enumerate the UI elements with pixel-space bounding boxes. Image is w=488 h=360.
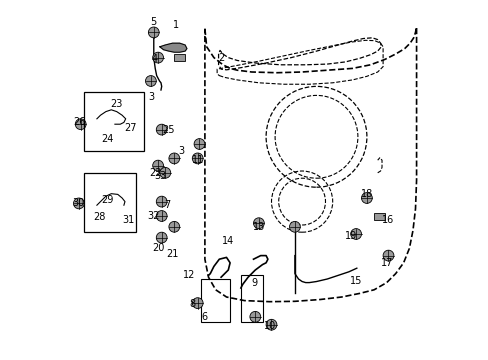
Circle shape xyxy=(249,311,260,322)
Circle shape xyxy=(289,221,300,232)
Text: 31: 31 xyxy=(122,215,134,225)
Circle shape xyxy=(168,221,179,232)
Text: 3: 3 xyxy=(178,146,184,156)
Circle shape xyxy=(253,218,264,229)
Text: 10: 10 xyxy=(263,321,275,331)
Circle shape xyxy=(192,298,203,309)
Text: 11: 11 xyxy=(191,155,203,165)
Text: 30: 30 xyxy=(73,198,85,208)
Text: 28: 28 xyxy=(93,212,106,222)
Text: 15: 15 xyxy=(349,276,362,286)
Text: 12: 12 xyxy=(182,270,195,280)
Circle shape xyxy=(361,193,371,203)
Polygon shape xyxy=(160,43,186,52)
Bar xyxy=(84,92,143,151)
Circle shape xyxy=(156,232,167,243)
Text: 33: 33 xyxy=(154,171,166,181)
Circle shape xyxy=(156,124,167,135)
Text: 13: 13 xyxy=(252,222,264,232)
Text: 5: 5 xyxy=(150,17,157,27)
Bar xyxy=(201,279,230,322)
Circle shape xyxy=(265,319,276,330)
Circle shape xyxy=(75,119,86,130)
Text: 20: 20 xyxy=(152,243,164,253)
Bar xyxy=(174,54,185,61)
Text: 19: 19 xyxy=(344,231,356,241)
Circle shape xyxy=(156,196,167,207)
Circle shape xyxy=(152,160,163,171)
Bar xyxy=(241,275,262,322)
Circle shape xyxy=(168,153,179,164)
Bar xyxy=(374,213,385,220)
Circle shape xyxy=(152,52,163,63)
Circle shape xyxy=(192,153,203,164)
Text: 18: 18 xyxy=(360,189,372,199)
Text: 1: 1 xyxy=(173,20,179,30)
Text: 17: 17 xyxy=(380,258,392,268)
Text: 7: 7 xyxy=(163,200,170,210)
Text: 16: 16 xyxy=(382,215,394,225)
Text: 22: 22 xyxy=(149,168,162,178)
Circle shape xyxy=(350,229,361,239)
Text: 24: 24 xyxy=(101,134,113,144)
Circle shape xyxy=(148,27,159,38)
Text: 32: 32 xyxy=(146,211,159,221)
Text: 3: 3 xyxy=(147,92,154,102)
Text: 21: 21 xyxy=(166,249,178,259)
Text: 25: 25 xyxy=(163,125,175,135)
Circle shape xyxy=(145,76,156,86)
Text: 29: 29 xyxy=(101,195,113,205)
Text: 23: 23 xyxy=(110,99,122,109)
Circle shape xyxy=(194,139,204,149)
Text: 6: 6 xyxy=(202,312,207,322)
Text: 27: 27 xyxy=(123,123,136,133)
Text: 9: 9 xyxy=(251,278,257,288)
Text: 2: 2 xyxy=(218,53,224,63)
Text: 14: 14 xyxy=(222,236,234,246)
Circle shape xyxy=(160,167,170,178)
Bar xyxy=(84,173,136,232)
Text: 8: 8 xyxy=(189,299,195,309)
Circle shape xyxy=(73,198,84,209)
Text: 4: 4 xyxy=(151,54,157,64)
Circle shape xyxy=(156,211,167,221)
Text: 26: 26 xyxy=(73,117,85,127)
Circle shape xyxy=(382,250,393,261)
